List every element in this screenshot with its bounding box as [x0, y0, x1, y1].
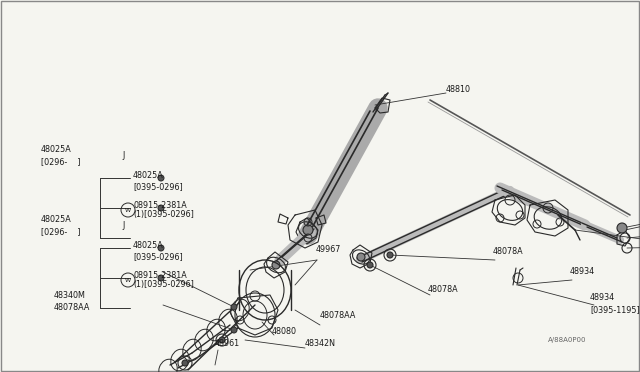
- Circle shape: [231, 304, 237, 310]
- Text: 48078AA: 48078AA: [54, 302, 90, 311]
- Text: [0395-0296]: [0395-0296]: [133, 253, 183, 262]
- Circle shape: [303, 225, 313, 235]
- Circle shape: [158, 275, 164, 281]
- Text: 48080: 48080: [272, 327, 297, 337]
- Text: 49967: 49967: [316, 246, 341, 254]
- Text: 48025A: 48025A: [133, 241, 164, 250]
- Text: (1)[0395-0296]: (1)[0395-0296]: [133, 211, 194, 219]
- Text: J: J: [122, 221, 124, 231]
- Text: 48340M: 48340M: [54, 291, 86, 299]
- Circle shape: [158, 205, 164, 211]
- Text: [0296-    ]: [0296- ]: [41, 157, 81, 167]
- Text: [0395-1195]: [0395-1195]: [590, 305, 640, 314]
- Text: 48934: 48934: [590, 294, 615, 302]
- Text: 48934: 48934: [570, 267, 595, 276]
- Text: (1)[0395-0296]: (1)[0395-0296]: [133, 280, 194, 289]
- Text: 48342N: 48342N: [305, 340, 336, 349]
- Text: 08915-2381A: 08915-2381A: [133, 201, 187, 209]
- Text: 48078AA: 48078AA: [320, 311, 356, 320]
- Text: [0296-    ]: [0296- ]: [41, 228, 81, 237]
- Text: 48025A: 48025A: [41, 145, 72, 154]
- Text: A/88A0P00: A/88A0P00: [548, 337, 586, 343]
- Circle shape: [158, 245, 164, 251]
- Text: W: W: [125, 278, 131, 282]
- Text: W: W: [125, 208, 131, 212]
- Text: [0395-0296]: [0395-0296]: [133, 183, 183, 192]
- Circle shape: [219, 337, 225, 343]
- Circle shape: [158, 175, 164, 181]
- Text: 48078A: 48078A: [428, 285, 459, 295]
- Circle shape: [367, 262, 373, 268]
- Circle shape: [617, 223, 627, 233]
- Circle shape: [387, 252, 393, 258]
- Text: 48078A: 48078A: [493, 247, 524, 257]
- Text: 08915-2381A: 08915-2381A: [133, 270, 187, 279]
- Text: 48025A: 48025A: [41, 215, 72, 224]
- Text: J: J: [122, 151, 124, 160]
- Circle shape: [182, 360, 188, 366]
- Text: 48810: 48810: [446, 86, 471, 94]
- Circle shape: [272, 261, 280, 269]
- Circle shape: [357, 253, 365, 261]
- Text: 48961: 48961: [215, 340, 240, 349]
- Circle shape: [231, 327, 237, 333]
- Text: 48025A: 48025A: [133, 170, 164, 180]
